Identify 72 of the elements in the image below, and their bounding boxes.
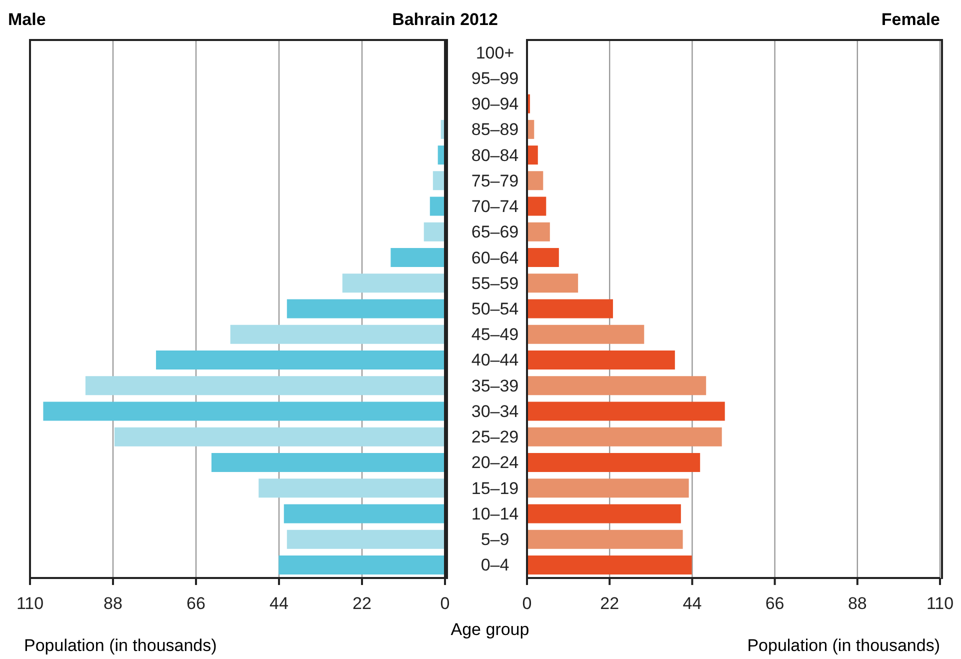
bar <box>527 530 683 549</box>
y-tick-label: 60–64 <box>471 248 519 268</box>
bar <box>430 196 445 216</box>
x-tick-label: 0 <box>522 594 532 614</box>
bar <box>527 196 546 216</box>
y-tick-label: 10–14 <box>471 504 519 524</box>
y-tick-label: 35–39 <box>471 376 519 396</box>
bar <box>527 478 689 498</box>
bar <box>527 324 644 344</box>
y-tick-label: 55–59 <box>471 274 519 293</box>
bar <box>527 222 550 242</box>
x-tick-label: 0 <box>440 594 450 614</box>
x-tick-label: 22 <box>600 594 620 614</box>
text: Bahrain 2012 <box>391 10 499 30</box>
y-tick-label: 45–49 <box>471 325 519 344</box>
bar <box>230 324 445 344</box>
y-tick-label: 90–94 <box>471 94 519 114</box>
y-tick-label: 75–79 <box>471 171 519 190</box>
bar <box>527 504 681 524</box>
bar <box>85 376 445 396</box>
y-tick-label: 0–4 <box>480 556 510 575</box>
y-tick-label: 20–24 <box>471 453 519 472</box>
bar <box>527 402 725 421</box>
bar <box>527 376 706 396</box>
y-tick-label: 70–74 <box>471 197 519 216</box>
x-tick-label: 44 <box>270 594 288 614</box>
bar <box>527 248 559 268</box>
chart-title: Female <box>881 10 940 30</box>
x-tick-label: 88 <box>104 594 122 614</box>
y-tick-label: 30–34 <box>471 402 519 421</box>
x-tick-label: 110 <box>926 594 954 614</box>
bar <box>390 248 445 268</box>
y-tick-label: 85–89 <box>471 120 519 140</box>
bar <box>527 274 578 293</box>
x-tick-label: 110 <box>16 594 44 614</box>
bar <box>527 452 700 472</box>
y-tick-label: 95–99 <box>471 68 519 88</box>
bar <box>284 504 445 524</box>
bar <box>286 299 445 318</box>
x-tick-label: 66 <box>765 594 784 614</box>
bar <box>114 427 445 446</box>
bar <box>527 146 538 165</box>
y-tick-label: 50–54 <box>471 300 519 318</box>
y-tick-label: 15–19 <box>471 478 519 498</box>
y-axis-title: Age group <box>450 620 530 640</box>
bar <box>258 478 445 498</box>
y-tick-label: 5–9 <box>480 530 510 550</box>
chart-title: Male <box>8 10 46 30</box>
bar <box>527 555 692 574</box>
bar <box>278 555 445 574</box>
bar <box>527 350 675 370</box>
y-tick-label: 25–29 <box>471 428 519 447</box>
y-tick-label: 100+ <box>476 43 514 62</box>
bar <box>424 222 445 242</box>
y-tick-label: 80–84 <box>471 146 519 165</box>
y-tick-label: 40–44 <box>471 350 519 370</box>
x-tick-label: 66 <box>186 594 206 614</box>
bar <box>342 274 445 293</box>
bar <box>527 299 613 318</box>
bar <box>211 452 445 472</box>
x-tick-label: 22 <box>352 594 372 614</box>
bar <box>286 530 445 549</box>
x-axis-title: Population (in thousands) <box>747 636 940 656</box>
x-axis-title: Population (in thousands) <box>24 636 217 656</box>
bar <box>527 171 544 190</box>
x-tick-label: 88 <box>848 594 867 614</box>
bar <box>156 350 445 370</box>
bar <box>432 171 445 190</box>
bar <box>43 402 445 421</box>
x-tick-label: 44 <box>682 594 702 614</box>
bar <box>527 427 722 446</box>
y-tick-label: 65–69 <box>471 222 519 242</box>
